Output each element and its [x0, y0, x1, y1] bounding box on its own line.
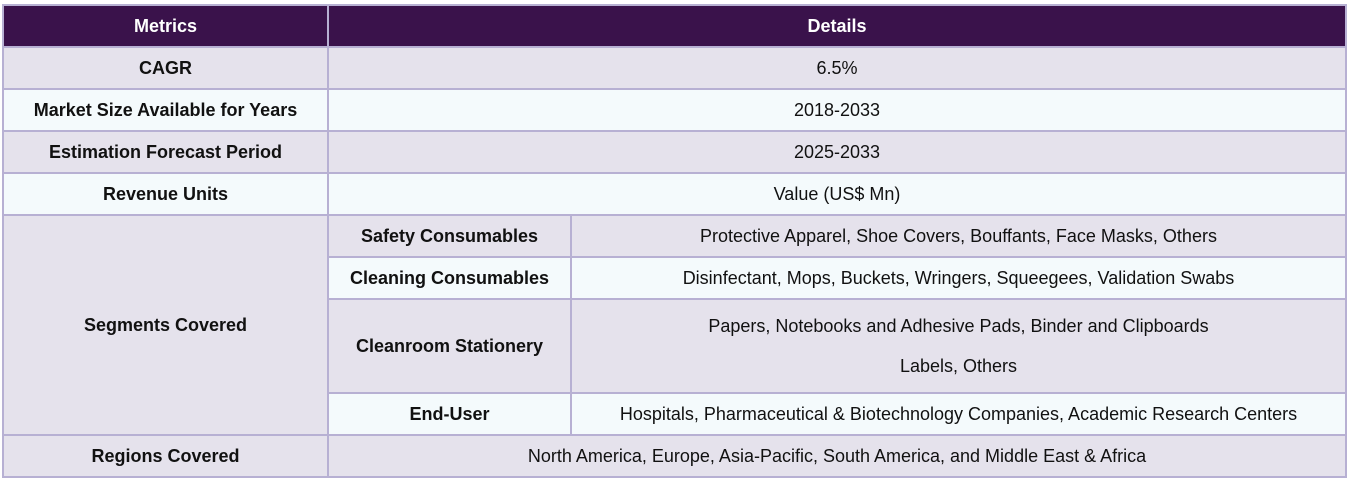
segment-name-stationery: Cleanroom Stationery — [327, 298, 572, 394]
detail-cagr: 6.5% — [327, 46, 1347, 90]
detail-regions: North America, Europe, Asia-Pacific, Sou… — [327, 434, 1347, 478]
segment-values-stationery-line-2: Labels, Others — [899, 356, 1018, 376]
metric-revenue-units: Revenue Units — [2, 172, 329, 216]
segment-values-end-user: Hospitals, Pharmaceutical & Biotechnolog… — [570, 392, 1347, 436]
segment-name-safety: Safety Consumables — [327, 214, 572, 258]
metric-regions: Regions Covered — [2, 434, 329, 478]
detail-revenue-units: Value (US$ Mn) — [327, 172, 1347, 216]
segment-row: Cleanroom Stationery Papers, Notebooks a… — [3, 298, 1347, 394]
segment-row: End-User Hospitals, Pharmaceutical & Bio… — [3, 392, 1347, 436]
metric-cagr: CAGR — [2, 46, 329, 90]
segments-covered-label: Segments Covered — [2, 214, 329, 436]
detail-market-size: 2018-2033 — [327, 88, 1347, 132]
segment-name-cleaning: Cleaning Consumables — [327, 256, 572, 300]
header-metrics: Metrics — [2, 4, 329, 48]
segment-values-stationery-line-1: Papers, Notebooks and Adhesive Pads, Bin… — [708, 316, 1209, 336]
segment-values-stationery: Papers, Notebooks and Adhesive Pads, Bin… — [570, 298, 1347, 394]
segment-row: Cleaning Consumables Disinfectant, Mops,… — [3, 256, 1347, 300]
table-row: Regions Covered North America, Europe, A… — [2, 434, 1347, 478]
header-details: Details — [327, 4, 1347, 48]
segment-name-end-user: End-User — [327, 392, 572, 436]
table-row: CAGR 6.5% — [2, 46, 1347, 90]
header-row: Metrics Details — [2, 4, 1347, 48]
detail-forecast-period: 2025-2033 — [327, 130, 1347, 174]
metric-market-size: Market Size Available for Years — [2, 88, 329, 132]
segment-values-cleaning: Disinfectant, Mops, Buckets, Wringers, S… — [570, 256, 1347, 300]
table-row: Market Size Available for Years 2018-203… — [2, 88, 1347, 132]
table-row: Revenue Units Value (US$ Mn) — [2, 172, 1347, 216]
report-table: Metrics Details CAGR 6.5% Market Size Av… — [2, 4, 1347, 478]
segment-row: Segments Covered Safety Consumables Prot… — [2, 214, 1347, 436]
segment-values-safety: Protective Apparel, Shoe Covers, Bouffan… — [570, 214, 1347, 258]
metric-forecast-period: Estimation Forecast Period — [2, 130, 329, 174]
table-row: Estimation Forecast Period 2025-2033 — [2, 130, 1347, 174]
